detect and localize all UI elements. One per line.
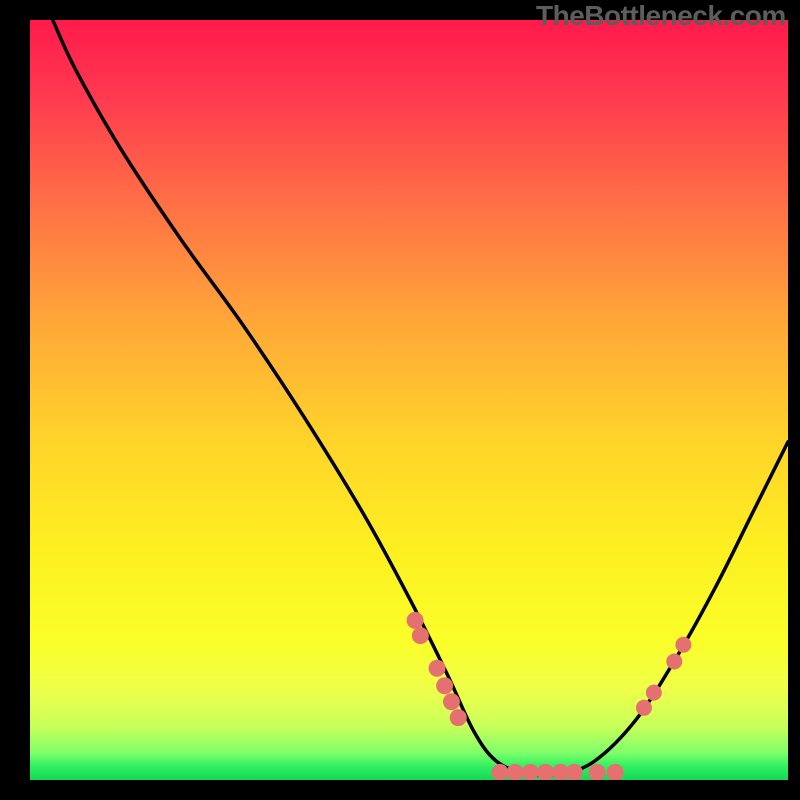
- curve-layer: [30, 20, 788, 780]
- plot-area: [30, 20, 788, 780]
- data-marker: [412, 627, 429, 644]
- data-marker: [443, 693, 460, 710]
- data-marker: [450, 709, 467, 726]
- data-marker: [646, 685, 662, 701]
- watermark-text: TheBottleneck.com: [536, 0, 786, 32]
- data-marker: [522, 764, 539, 780]
- data-marker: [636, 700, 652, 716]
- data-marker: [675, 637, 691, 653]
- data-marker: [607, 764, 624, 780]
- data-marker: [436, 677, 453, 694]
- data-marker: [566, 764, 583, 780]
- data-marker: [666, 653, 682, 669]
- data-marker: [429, 660, 446, 677]
- data-marker: [507, 764, 524, 780]
- data-marker: [407, 612, 424, 629]
- data-marker: [588, 764, 605, 780]
- chart-canvas: TheBottleneck.com: [0, 0, 800, 800]
- data-marker: [537, 764, 554, 780]
